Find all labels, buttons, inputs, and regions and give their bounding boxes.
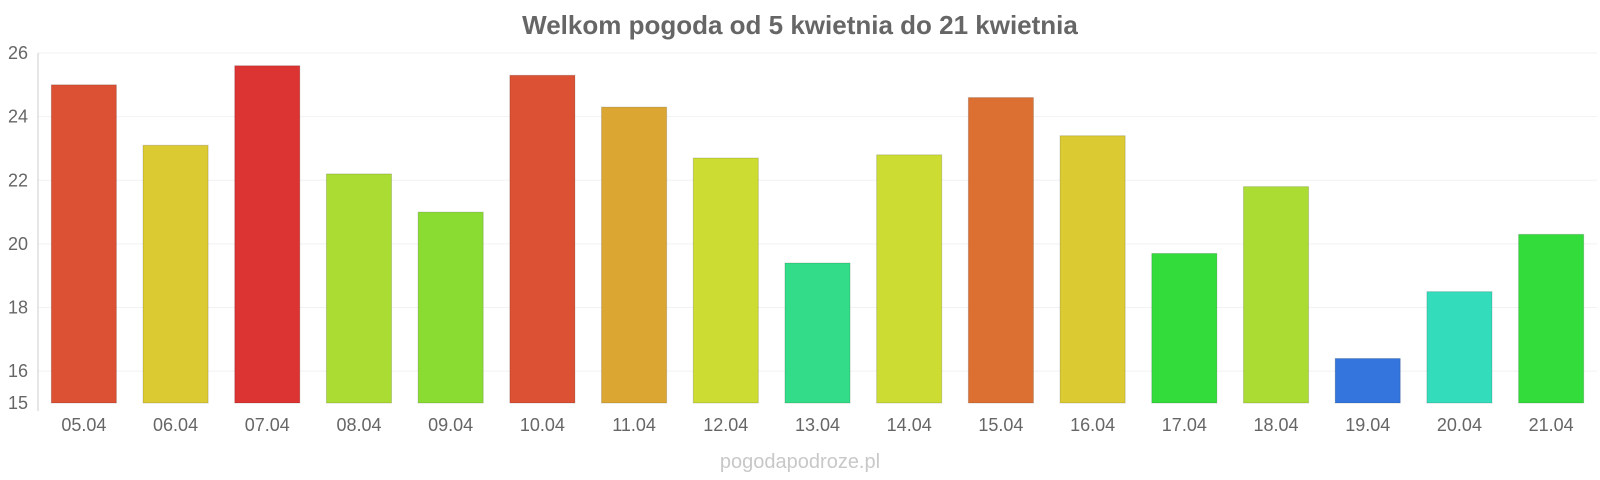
bar bbox=[601, 106, 668, 404]
bar bbox=[784, 262, 851, 404]
x-tick-label: 21.04 bbox=[1529, 415, 1574, 435]
y-tick-label: 20 bbox=[8, 234, 28, 254]
bar bbox=[1334, 357, 1401, 404]
y-tick-label: 26 bbox=[8, 43, 28, 63]
x-tick-label: 18.04 bbox=[1254, 415, 1299, 435]
x-tick-label: 07.04 bbox=[245, 415, 290, 435]
bar bbox=[234, 65, 301, 404]
x-tick-label: 12.04 bbox=[703, 415, 748, 435]
y-tick-label: 22 bbox=[8, 170, 28, 190]
bar bbox=[325, 173, 393, 404]
x-tick-label: 10.04 bbox=[520, 415, 565, 435]
x-tick-label: 11.04 bbox=[612, 415, 656, 435]
bar bbox=[967, 97, 1034, 404]
bar bbox=[692, 157, 759, 404]
bar bbox=[50, 84, 117, 404]
tick-labels: 15 16 18 20 22 24 26 05.04 06.04 07.04 08.04 09.04 1… bbox=[8, 43, 1574, 435]
x-tick-label: 05.04 bbox=[61, 415, 106, 435]
y-tick-label: 24 bbox=[8, 107, 28, 127]
y-tick-label: 15 bbox=[8, 393, 28, 413]
bar bbox=[1059, 135, 1126, 404]
bar bbox=[1151, 252, 1218, 404]
bar bbox=[1426, 291, 1493, 404]
x-tick-label: 16.04 bbox=[1070, 415, 1115, 435]
bar bbox=[509, 74, 576, 404]
x-tick-label: 06.04 bbox=[153, 415, 198, 435]
x-tick-label: 14.04 bbox=[887, 415, 932, 435]
bar bbox=[876, 154, 943, 404]
y-tick-label: 16 bbox=[8, 361, 28, 381]
bar bbox=[142, 144, 209, 404]
x-tick-label: 09.04 bbox=[428, 415, 473, 435]
x-tick-label: 15.04 bbox=[978, 415, 1023, 435]
x-tick-label: 13.04 bbox=[795, 415, 840, 435]
x-tick-label: 08.04 bbox=[336, 415, 381, 435]
bar bbox=[1242, 186, 1310, 404]
chart-title: Welkom pogoda od 5 kwietnia do 21 kwietn… bbox=[522, 10, 1078, 40]
x-tick-label: 20.04 bbox=[1437, 415, 1482, 435]
watermark: pogodapodroze.pl bbox=[719, 451, 881, 473]
x-tick-label: 19.04 bbox=[1345, 415, 1390, 435]
bar bbox=[417, 211, 484, 404]
x-tick-label: 17.04 bbox=[1162, 415, 1207, 435]
bars bbox=[50, 65, 1585, 404]
y-tick-label: 18 bbox=[8, 298, 28, 318]
bar bbox=[1518, 233, 1585, 404]
